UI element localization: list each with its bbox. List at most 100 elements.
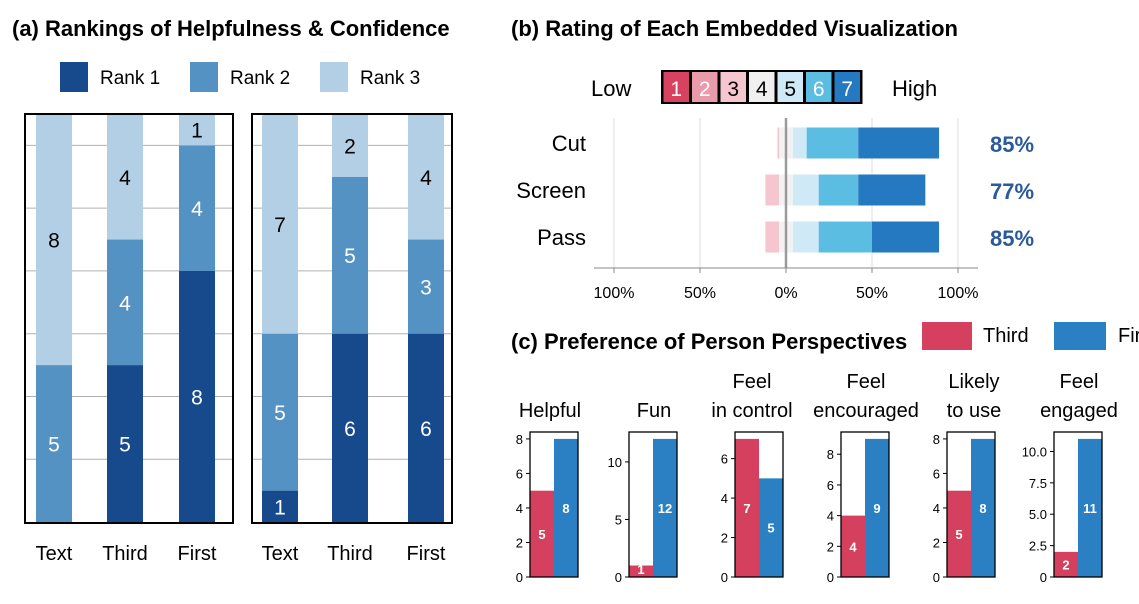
rating-segment-3 <box>765 221 780 253</box>
y-tick-label: 6 <box>933 466 940 481</box>
scale-step-label: 6 <box>813 78 825 101</box>
bar-first <box>759 478 783 577</box>
preference-chart: Fun 1 12 0 5 10 <box>608 400 678 585</box>
chart-frame <box>628 431 678 578</box>
y-tick-label: 2 <box>827 539 834 554</box>
legend-first-swatch <box>1054 322 1106 350</box>
panel-a-title: (a) Rankings of Helpfulness & Confidence <box>12 16 450 41</box>
bar-value-label: 4 <box>119 167 131 190</box>
bar-value-label: 4 <box>119 292 131 315</box>
y-tick-label: 4 <box>827 509 834 524</box>
y-tick-label: 4 <box>516 501 523 516</box>
bar-segment-rank-1 <box>179 270 215 522</box>
y-tick-label: 0 <box>721 570 728 585</box>
rating-segment-7 <box>858 174 926 206</box>
chart-frame <box>734 431 784 578</box>
chart-title: Helpful <box>519 400 581 422</box>
bar-value-label: 1 <box>274 496 286 519</box>
bar-value-label-third: 1 <box>637 562 644 577</box>
bar-third <box>530 490 554 577</box>
helpfulness-plot-frame <box>24 113 234 524</box>
rating-axis: 100% 50% 0% 50% 100% <box>594 267 978 302</box>
confidence-x-labels: Text Third First <box>262 543 446 565</box>
y-tick-label: 6 <box>516 466 523 481</box>
bar-value-label: 2 <box>344 135 356 158</box>
chart-title: in control <box>711 400 792 422</box>
positive-percent-label: 85% <box>990 132 1034 157</box>
y-tick-label: 4 <box>721 491 728 506</box>
confidence-plot-frame <box>251 113 453 524</box>
y-tick-label: 6 <box>721 452 728 467</box>
scale-step-box <box>749 72 775 102</box>
y-tick-label: 0 <box>615 570 622 585</box>
x-tick-label: First <box>178 543 217 565</box>
y-tick-label: 2 <box>516 535 523 550</box>
y-tick-label: 10.0 <box>1022 444 1047 459</box>
bar-value-label-third: 5 <box>955 527 962 542</box>
scale-step-label: 2 <box>699 78 711 101</box>
bar-value-label: 8 <box>191 386 203 409</box>
bar-segment-rank-2 <box>107 239 143 366</box>
y-tick-label: 0 <box>516 570 523 585</box>
panel-a-legend: Rank 1 Rank 2 Rank 3 <box>60 62 420 92</box>
bar-segment-rank-2 <box>262 333 298 491</box>
x-tick-label: Third <box>327 543 373 565</box>
rating-segment-3 <box>777 127 780 159</box>
y-tick-label: 5 <box>615 512 622 527</box>
legend-rank1-label: Rank 1 <box>100 68 160 89</box>
bar-first <box>971 438 995 577</box>
bar-value-label-third: 2 <box>1062 557 1069 572</box>
bar-value-label-third: 5 <box>538 527 545 542</box>
y-tick-label: 0 <box>827 570 834 585</box>
bar-third <box>629 565 653 577</box>
helpfulness-bars: 5 8 5 4 4 8 4 1 <box>36 114 215 522</box>
scale-step-label: 5 <box>784 78 796 101</box>
bar-value-label: 1 <box>191 120 203 143</box>
y-tick-label: 6 <box>827 478 834 493</box>
rating-segment-6 <box>806 127 859 159</box>
rating-segment-7 <box>872 221 940 253</box>
scale-step-label: 3 <box>727 78 739 101</box>
chart-title: encouraged <box>813 400 919 422</box>
bar-third <box>735 438 759 577</box>
positive-percent-label: 85% <box>990 226 1034 251</box>
scale-step-label: 1 <box>670 78 682 101</box>
bar-segment-rank-3 <box>36 114 72 366</box>
legend-rank2-label: Rank 2 <box>230 68 290 89</box>
y-tick-label: 0 <box>933 570 940 585</box>
y-tick-label: 0 <box>1040 570 1047 585</box>
bar-value-label: 3 <box>420 277 432 300</box>
scale-step-label: 7 <box>841 78 853 101</box>
legend-third-swatch <box>922 322 972 350</box>
bar-value-label-third: 4 <box>849 539 857 554</box>
bar-value-label: 5 <box>119 434 131 457</box>
bar-value-label-first: 11 <box>1083 501 1097 516</box>
y-tick-label: 10 <box>608 455 622 470</box>
y-tick-label: 2.5 <box>1029 539 1047 554</box>
scale-high-label: High <box>892 76 937 101</box>
bar-value-label-third: 7 <box>743 501 750 516</box>
bar-value-label: 5 <box>274 402 286 425</box>
bar-segment-rank-2 <box>408 239 444 334</box>
scale-step-box <box>777 72 803 102</box>
helpfulness-x-labels: Text Third First <box>36 543 217 565</box>
chart-frame <box>840 431 890 578</box>
row-label: Cut <box>552 131 586 156</box>
panel-b-title: (b) Rating of Each Embedded Visualizatio… <box>511 16 958 41</box>
bar-segment-rank-3 <box>179 114 215 146</box>
bar-value-label: 7 <box>274 214 286 237</box>
bar-value-label: 6 <box>420 418 432 441</box>
rating-segment-6 <box>818 221 872 253</box>
bar-segment-rank-1 <box>107 365 143 522</box>
y-tick-label: 8 <box>827 447 834 462</box>
x-tick-label: Third <box>102 543 148 565</box>
panel-c-title: (c) Preference of Person Perspectives <box>511 329 907 354</box>
bar-first <box>1078 438 1102 577</box>
y-tick-label: 7.5 <box>1029 476 1047 491</box>
legend-rank2-swatch <box>190 62 218 92</box>
bar-first <box>865 438 889 577</box>
bar-value-label: 6 <box>344 418 356 441</box>
